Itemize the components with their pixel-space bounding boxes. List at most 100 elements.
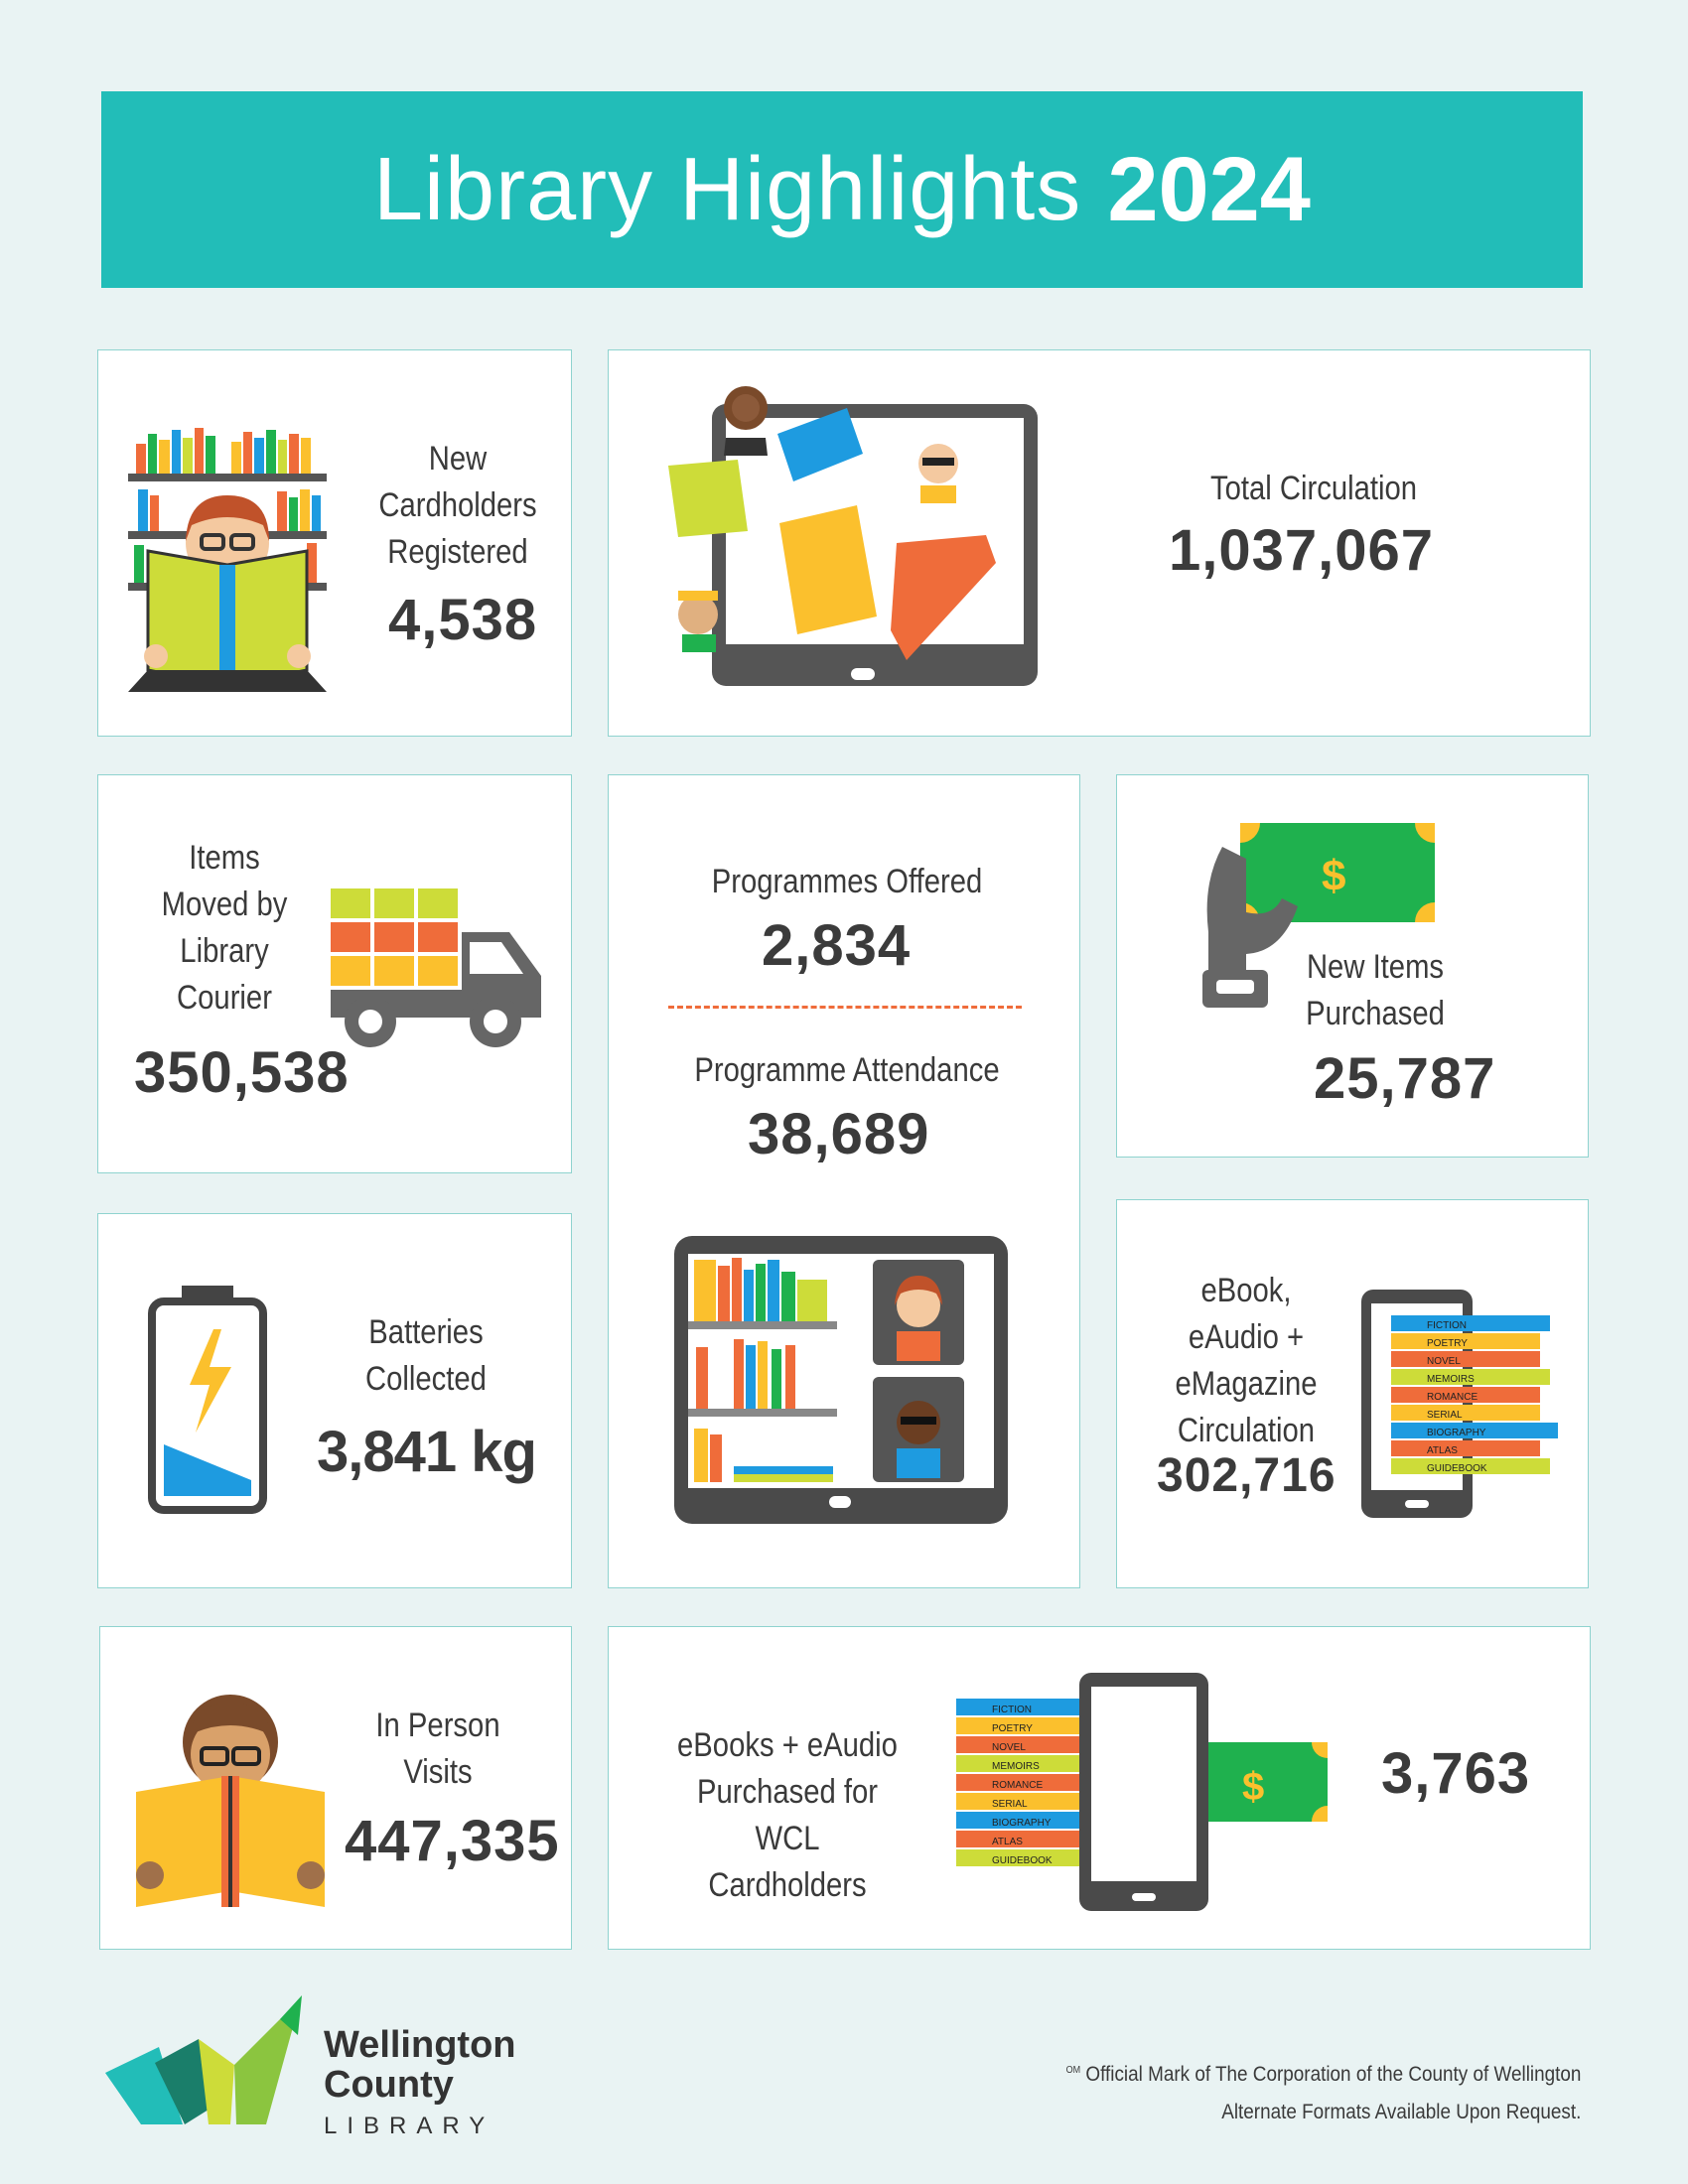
batteries-label: Batteries Collected <box>341 1309 511 1403</box>
ebooks-purchased-label-line: WCL Cardholders <box>708 1820 867 1904</box>
book-spine-label: POETRY <box>992 1723 1033 1734</box>
book-spine <box>1391 1405 1540 1421</box>
logo-line-3: LIBRARY <box>324 2113 495 2139</box>
official-mark-symbol: OM <box>1065 2065 1080 2076</box>
reader-open-book-icon <box>136 1695 325 1907</box>
book-spine-label: POETRY <box>1427 1338 1468 1349</box>
programme-attendance-value: 38,689 <box>748 1102 930 1166</box>
book-spine-label: ROMANCE <box>992 1780 1043 1791</box>
dollar-sign-icon: $ <box>1242 1765 1264 1809</box>
book-spine <box>1391 1369 1550 1385</box>
book-spine-label: NOVEL <box>992 1742 1026 1753</box>
book-spine-label: ATLAS <box>1427 1445 1458 1456</box>
card-new-items: $ New Items Purchased 25,787 <box>1116 774 1589 1158</box>
programmes-offered-label: Programmes Offered <box>711 863 983 900</box>
ebooks-purchased-value: 3,763 <box>1381 1741 1531 1806</box>
card-new-cardholders: New Cardholders Registered 4,538 <box>97 349 572 737</box>
book-spine-label: BIOGRAPHY <box>992 1818 1052 1829</box>
logo-wordmark: Wellington County LIBRARY <box>324 2025 516 2140</box>
book-spine <box>956 1831 1115 1847</box>
cardholders-label: New Cardholders Registered <box>372 436 543 576</box>
edigital-circ-label-line: eBook, <box>1200 1272 1292 1309</box>
courier-label-line: Moved by <box>161 886 288 923</box>
book-spine <box>1391 1333 1540 1349</box>
footer-official-mark: OM Official Mark of The Corporation of t… <box>1065 2063 1581 2087</box>
tablet-books-icon <box>668 386 1038 686</box>
courier-value: 350,538 <box>134 1040 350 1105</box>
batteries-label-line: Collected <box>365 1360 487 1398</box>
cardholders-label-line: Registered <box>387 533 528 571</box>
phone-books-icon: FICTION POETRY NOVEL MEMOIRS ROMANCE SERIAL BI… <box>1361 1290 1558 1518</box>
book-spine <box>1391 1351 1540 1367</box>
new-items-label-line: Purchased <box>1306 995 1445 1032</box>
book-spine <box>1391 1387 1540 1403</box>
edigital-circ-label-line: Circulation <box>1177 1412 1316 1449</box>
edigital-circ-label-line: eAudio + <box>1188 1318 1305 1356</box>
ebooks-purchased-label: eBooks + eAudio Purchased for WCL Cardho… <box>676 1722 899 1909</box>
card-ebooks-purchased: eBooks + eAudio Purchased for WCL Cardho… <box>608 1626 1591 1950</box>
card-total-circulation: Total Circulation 1,037,067 <box>608 349 1591 737</box>
visits-label-line: Visits <box>403 1753 473 1791</box>
dollar-sign-icon: $ <box>1322 852 1345 900</box>
programme-attendance-label: Programme Attendance <box>694 1051 1000 1089</box>
circulation-value: 1,037,067 <box>1169 518 1435 583</box>
virtual-program-tablet-icon <box>674 1236 1008 1524</box>
book-spine-label: GUIDEBOOK <box>1427 1463 1487 1474</box>
reader-bookshelf-icon <box>128 428 327 692</box>
batteries-value: 3,841 kg <box>317 1420 537 1484</box>
book-spine-label: FICTION <box>992 1705 1032 1715</box>
ebooks-purchased-label-line: eBooks + eAudio <box>677 1726 898 1764</box>
logo-line-2: County <box>324 2064 454 2106</box>
visits-label-line: In Person <box>375 1706 500 1744</box>
card-edigital-circulation: eBook, eAudio + eMagazine Circulation 30… <box>1116 1199 1589 1588</box>
card-in-person-visits: In Person Visits 447,335 <box>99 1626 572 1950</box>
courier-label-line: Items <box>189 839 260 877</box>
new-items-label-line: New Items <box>1306 948 1445 986</box>
cardholders-value: 4,538 <box>388 588 538 652</box>
edigital-circ-label-line: eMagazine <box>1175 1365 1318 1403</box>
programmes-divider <box>668 1006 1022 1009</box>
battery-icon <box>148 1286 267 1514</box>
courier-label: Items Moved by Library Courier <box>152 835 297 1022</box>
phone-books-money-icon: FICTION POETRY NOVEL MEMOIRS ROMANCE SERIAL BI… <box>956 1673 1328 1911</box>
book-spine-label: NOVEL <box>1427 1356 1461 1367</box>
book-spine-label: GUIDEBOOK <box>992 1855 1053 1866</box>
logo-line-1: Wellington <box>324 2024 516 2066</box>
title-banner: Library Highlights 2024 <box>101 91 1583 288</box>
batteries-label-line: Batteries <box>368 1313 484 1351</box>
book-spine-label: MEMOIRS <box>1427 1374 1475 1385</box>
footer-alternate-formats: Alternate Formats Available Upon Request… <box>1220 2101 1581 2123</box>
book-spine <box>1391 1315 1550 1331</box>
book-spine-label: MEMOIRS <box>992 1761 1040 1772</box>
card-batteries: Batteries Collected 3,841 kg <box>97 1213 572 1588</box>
book-spine-label: SERIAL <box>992 1799 1028 1810</box>
card-programmes: Programmes Offered 2,834 Programme Atten… <box>608 774 1080 1588</box>
circulation-label: Total Circulation <box>1209 470 1418 507</box>
book-spine-label: ATLAS <box>992 1837 1023 1847</box>
hand-money-icon: $ <box>1202 823 1435 1008</box>
book-spine <box>1391 1440 1540 1456</box>
ebooks-purchased-label-line: Purchased for <box>696 1773 879 1811</box>
book-spine-label: SERIAL <box>1427 1410 1463 1421</box>
new-items-label: New Items Purchased <box>1264 944 1486 1037</box>
book-spine-label: FICTION <box>1427 1320 1467 1331</box>
courier-label-line: Library <box>180 932 269 970</box>
book-spine <box>1391 1423 1558 1438</box>
book-spine-label: ROMANCE <box>1427 1392 1477 1403</box>
visits-value: 447,335 <box>345 1809 560 1873</box>
cardholders-label-line: Cardholders <box>378 486 537 524</box>
page-year: 2024 <box>1107 138 1311 240</box>
delivery-truck-icon <box>331 888 541 1047</box>
programmes-offered-value: 2,834 <box>762 913 912 978</box>
page-title: Library Highlights <box>373 139 1082 239</box>
book-spine <box>1391 1458 1550 1474</box>
edigital-circ-value: 302,716 <box>1157 1449 1336 1502</box>
book-spine-label: BIOGRAPHY <box>1427 1428 1486 1438</box>
courier-label-line: Courier <box>177 979 272 1017</box>
card-library-courier: Items Moved by Library Courier 350,538 <box>97 774 572 1173</box>
visits-label: In Person Visits <box>352 1703 523 1796</box>
footer-line-1: Official Mark of The Corporation of the … <box>1084 2063 1581 2086</box>
edigital-circ-label: eBook, eAudio + eMagazine Circulation <box>1170 1268 1324 1454</box>
cardholders-label-line: New <box>428 440 488 478</box>
wellington-county-library-logo <box>105 1995 302 2124</box>
